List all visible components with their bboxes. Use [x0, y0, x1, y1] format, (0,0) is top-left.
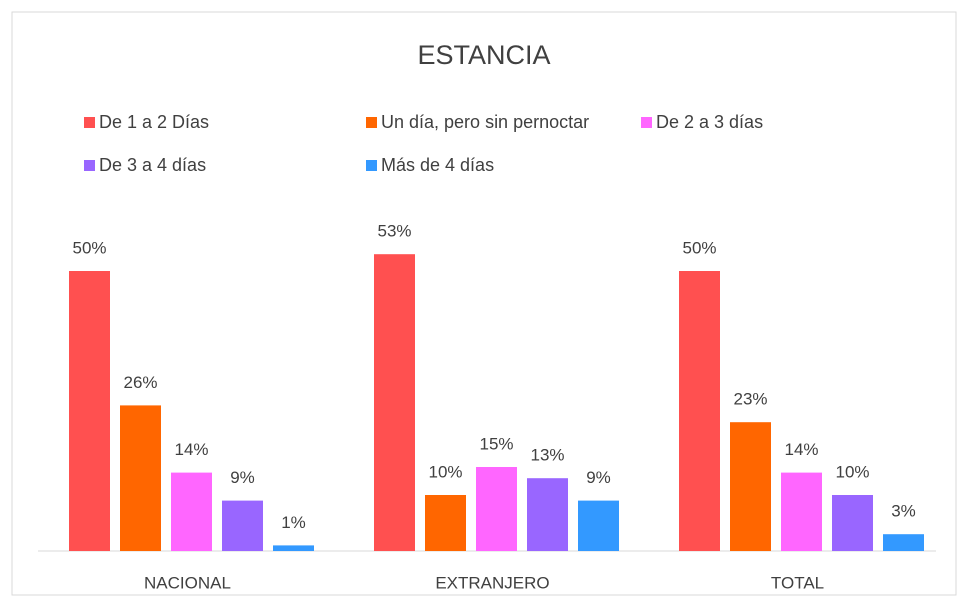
data-label: 53%	[377, 222, 411, 241]
data-label: 1%	[281, 513, 306, 532]
bar	[374, 254, 415, 551]
bar	[222, 500, 263, 551]
data-label: 14%	[784, 440, 818, 459]
x-tick-label: NACIONAL	[144, 573, 231, 592]
legend-swatch	[84, 117, 95, 128]
chart-title: ESTANCIA	[417, 40, 550, 70]
bar	[883, 534, 924, 551]
data-label: 14%	[174, 440, 208, 459]
bar	[476, 467, 517, 551]
data-label: 10%	[428, 462, 462, 481]
legend-label: Más de 4 días	[381, 155, 494, 175]
data-label: 50%	[682, 238, 716, 257]
legend-label: De 1 a 2 Días	[99, 112, 209, 132]
legend-label: De 2 a 3 días	[656, 112, 763, 132]
bar	[120, 405, 161, 551]
data-label: 9%	[586, 468, 611, 487]
bar	[527, 478, 568, 551]
data-label: 23%	[733, 390, 767, 409]
bar	[832, 495, 873, 551]
bar	[578, 500, 619, 551]
bar	[273, 545, 314, 551]
data-label: 15%	[479, 434, 513, 453]
data-label: 13%	[530, 446, 564, 465]
legend-swatch	[641, 117, 652, 128]
legend-swatch	[366, 160, 377, 171]
bar	[69, 271, 110, 551]
legend-label: De 3 a 4 días	[99, 155, 206, 175]
bar	[781, 472, 822, 551]
data-label: 26%	[123, 373, 157, 392]
x-tick-label: TOTAL	[771, 573, 824, 592]
bar	[730, 422, 771, 551]
bar	[425, 495, 466, 551]
data-label: 50%	[72, 238, 106, 257]
data-label: 3%	[891, 502, 916, 521]
legend-swatch	[366, 117, 377, 128]
x-tick-label: EXTRANJERO	[435, 573, 549, 592]
legend-label: Un día, pero sin pernoctar	[381, 112, 589, 132]
legend-swatch	[84, 160, 95, 171]
bar	[679, 271, 720, 551]
data-label: 10%	[835, 462, 869, 481]
data-label: 9%	[230, 468, 255, 487]
bar	[171, 472, 212, 551]
